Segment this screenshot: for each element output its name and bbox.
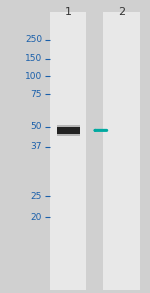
Text: 25: 25 [31,192,42,201]
Text: 150: 150 [25,54,42,63]
Text: 2: 2 [118,7,125,17]
Bar [50,12,86,290]
Text: 75: 75 [30,90,42,99]
Text: 100: 100 [25,72,42,81]
Bar [57,127,80,134]
Bar [57,134,80,136]
Text: 1: 1 [65,7,72,17]
Text: 250: 250 [25,35,42,44]
Bar [57,125,80,127]
Text: 20: 20 [31,213,42,222]
Text: 50: 50 [30,122,42,131]
Text: 37: 37 [30,142,42,151]
Bar [103,12,140,290]
